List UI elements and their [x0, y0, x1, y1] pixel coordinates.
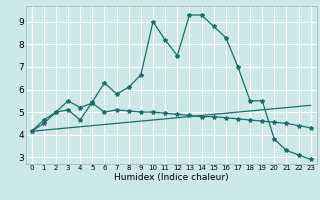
X-axis label: Humidex (Indice chaleur): Humidex (Indice chaleur): [114, 173, 228, 182]
